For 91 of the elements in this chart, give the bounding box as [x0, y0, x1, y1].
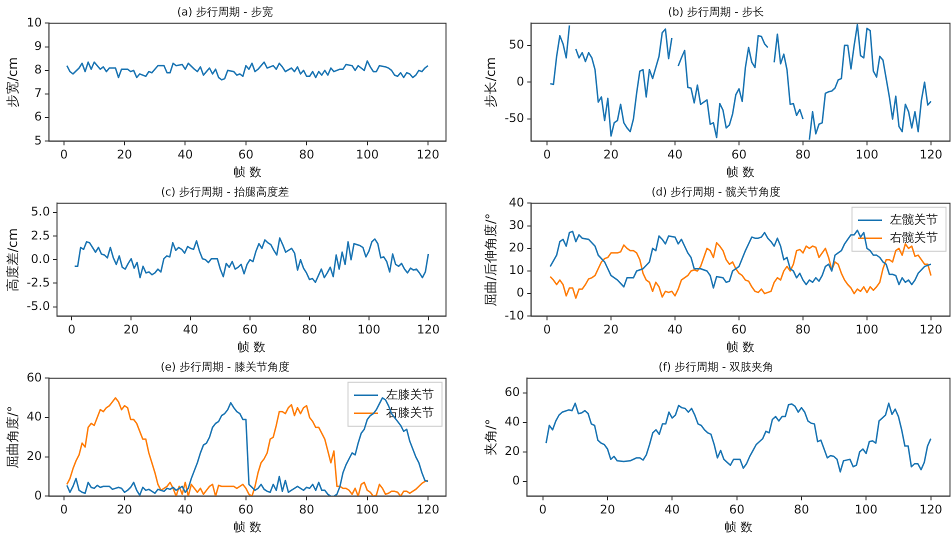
chart-title: (f) 步行周期 - 双肢夹角 [658, 360, 774, 374]
x-tick-label: 0 [539, 502, 547, 517]
x-tick-label: 0 [60, 502, 68, 517]
y-tick-label: -5.0 [26, 298, 50, 313]
y-tick-label: 40 [26, 410, 42, 424]
x-axis-title: 帧 数 [726, 164, 755, 179]
x-axis-title: 帧 数 [238, 340, 266, 354]
x-tick-label: 20 [116, 148, 132, 162]
y-axis-title: 步长/cm [484, 57, 500, 108]
y-axis-title: 屈曲/后伸角度/° [483, 213, 500, 306]
y-tick-label: 5.0 [30, 204, 50, 219]
x-tick-label: 120 [416, 502, 440, 517]
y-tick-label: -50 [504, 111, 524, 126]
x-tick-label: 100 [856, 322, 878, 337]
x-axis-title: 帧 数 [234, 520, 262, 534]
x-tick-label: 120 [920, 322, 942, 337]
x-tick-label: 120 [919, 502, 942, 517]
chart-title: (a) 步行周期 - 步宽 [177, 5, 273, 18]
y-axis-title: 屈曲角度/° [5, 406, 22, 469]
x-tick-label: 100 [854, 502, 878, 517]
x-tick-label: 40 [664, 502, 680, 517]
y-tick-label: 8 [34, 62, 42, 77]
x-tick-label: 60 [242, 322, 258, 337]
x-tick-label: 120 [416, 148, 440, 162]
x-tick-label: 40 [667, 322, 683, 337]
y-tick-label: 60 [504, 385, 520, 400]
x-tick-label: 40 [182, 322, 198, 337]
x-axis-title: 帧 数 [726, 340, 755, 354]
x-tick-label: 20 [116, 502, 132, 517]
x-tick-label: 0 [543, 322, 551, 337]
y-tick-label: 10 [508, 263, 524, 278]
y-tick-label: 0.0 [30, 252, 50, 266]
y-axis-title: 高度差/cm [5, 228, 22, 292]
x-tick-label: 60 [731, 322, 747, 337]
chart-title: (d) 步行周期 - 髋关节角度 [651, 185, 781, 198]
y-tick-label: -2.5 [26, 275, 50, 290]
y-axis-title: 步宽/cm [5, 57, 22, 108]
x-tick-label: 0 [68, 322, 76, 337]
x-tick-label: 20 [603, 322, 619, 337]
y-tick-label: 5 [34, 133, 42, 148]
legend-label: 左膝关节 [386, 387, 434, 402]
x-tick-label: 60 [238, 148, 254, 162]
x-tick-label: 80 [795, 322, 811, 337]
x-tick-label: 0 [543, 148, 551, 162]
y-tick-label: 0 [512, 474, 520, 488]
y-tick-label: 9 [34, 38, 42, 53]
y-tick-label: 20 [504, 444, 520, 458]
x-tick-label: 60 [729, 502, 744, 517]
x-tick-label: 40 [178, 502, 193, 517]
y-tick-label: 60 [26, 370, 42, 384]
x-tick-label: 20 [124, 322, 139, 337]
y-tick-label: -10 [504, 308, 524, 322]
y-tick-label: 30 [508, 218, 524, 232]
x-tick-label: 80 [302, 322, 318, 337]
y-tick-label: 2.5 [30, 228, 50, 242]
y-tick-label: 6 [34, 110, 42, 124]
y-tick-label: 0 [34, 488, 42, 502]
x-tick-label: 40 [178, 148, 193, 162]
y-tick-label: 0 [516, 74, 524, 88]
x-axis-title: 帧 数 [724, 520, 752, 534]
x-tick-label: 100 [356, 502, 379, 517]
y-tick-label: 10 [26, 15, 42, 30]
chart-title: (c) 步行周期 - 抬腿高度差 [160, 185, 290, 198]
x-tick-label: 60 [238, 502, 254, 517]
y-tick-label: 50 [508, 37, 524, 52]
chart-title: (b) 步行周期 - 步长 [668, 5, 764, 18]
x-tick-label: 80 [298, 502, 314, 517]
y-tick-label: 0 [516, 286, 524, 300]
x-axis-title: 帧 数 [234, 164, 262, 179]
x-tick-label: 20 [600, 502, 616, 517]
x-tick-label: 120 [416, 322, 440, 337]
chart-title: (e) 步行周期 - 膝关节角度 [160, 360, 290, 374]
x-tick-label: 100 [856, 148, 878, 162]
x-tick-label: 100 [357, 322, 380, 337]
x-tick-label: 0 [60, 148, 68, 162]
legend-label: 左髋关节 [890, 212, 938, 226]
x-tick-label: 20 [603, 148, 619, 162]
x-tick-label: 40 [667, 148, 683, 162]
x-tick-label: 60 [731, 148, 747, 162]
y-tick-label: 20 [26, 448, 42, 463]
y-tick-label: 20 [508, 240, 524, 255]
y-tick-label: 7 [34, 86, 42, 100]
x-tick-label: 80 [298, 148, 314, 162]
x-tick-label: 120 [920, 148, 942, 162]
x-tick-label: 100 [356, 148, 379, 162]
y-tick-label: 40 [508, 195, 524, 210]
legend-label: 右髋关节 [890, 230, 938, 244]
x-tick-label: 80 [795, 148, 811, 162]
x-tick-label: 80 [794, 502, 810, 517]
y-tick-label: 40 [504, 414, 520, 429]
y-axis-title: 夹角/° [484, 418, 500, 456]
